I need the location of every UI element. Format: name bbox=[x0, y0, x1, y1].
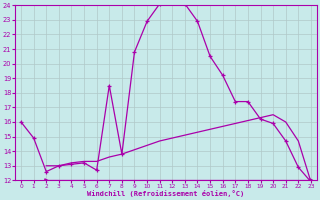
X-axis label: Windchill (Refroidissement éolien,°C): Windchill (Refroidissement éolien,°C) bbox=[87, 190, 244, 197]
